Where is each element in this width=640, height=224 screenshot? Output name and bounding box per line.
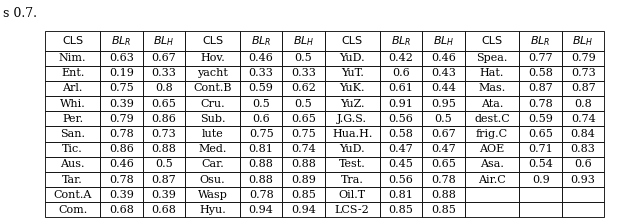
Text: s 0.7.: s 0.7. xyxy=(3,7,37,20)
